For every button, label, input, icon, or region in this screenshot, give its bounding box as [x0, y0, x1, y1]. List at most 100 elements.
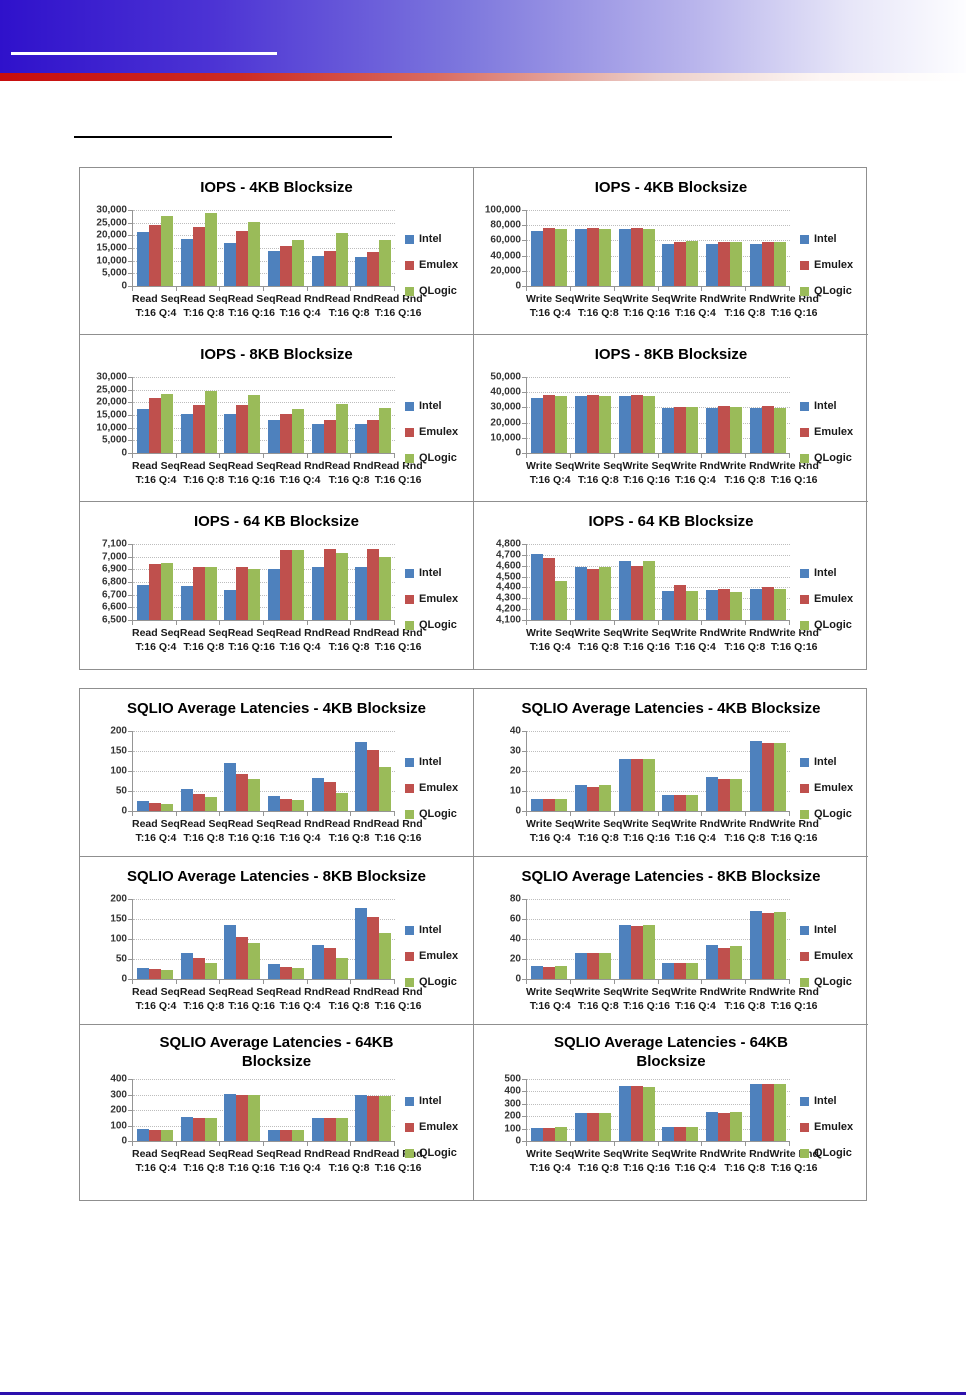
x-category-line1: Read Seq — [227, 986, 276, 998]
y-tick-label: 200 — [110, 1104, 127, 1116]
bar-group — [351, 210, 395, 286]
gridline — [133, 261, 395, 262]
x-axis-labels: Read Seq T:16 Q:4 Read Seq T:16 Q:8 Read Seq… — [132, 459, 423, 487]
legend-item: Intel — [800, 756, 868, 768]
legend-label: Intel — [419, 233, 442, 245]
y-axis-tick — [522, 731, 527, 732]
x-category-line1: Write Rnd — [720, 1148, 770, 1160]
bar-qlogic — [204, 797, 217, 811]
bar-emulex — [148, 803, 161, 811]
x-category-label: Write Seq T:16 Q:4 — [526, 459, 574, 487]
bar-group — [220, 377, 264, 453]
gridline — [527, 598, 790, 599]
x-category-line2: T:16 Q:4 — [279, 1162, 321, 1174]
legend-item: Emulex — [405, 950, 473, 962]
x-category-line2: T:16 Q:4 — [135, 307, 177, 319]
y-axis: 0 20,000 40,000 60,000 80,000 100,000 — [474, 205, 526, 320]
gridline — [527, 407, 790, 408]
bar-emulex — [674, 407, 687, 453]
x-axis-tick — [701, 1141, 703, 1146]
bar-intel — [180, 789, 193, 811]
x-axis-tick — [613, 1141, 615, 1146]
bar-qlogic — [598, 785, 611, 811]
chart-title-line: IOPS - 64 KB Blocksize — [193, 513, 360, 530]
x-axis-tick — [263, 979, 264, 984]
y-axis-tick — [128, 939, 133, 940]
gridline — [133, 1110, 395, 1111]
bar-qlogic — [335, 553, 348, 620]
x-category-label: Read Rnd T:16 Q:16 — [374, 817, 423, 845]
x-category-line2: T:16 Q:4 — [135, 474, 177, 486]
y-axis-tick — [522, 1104, 527, 1105]
x-axis-tick — [175, 1141, 177, 1146]
x-category-label: Write Rnd T:16 Q:4 — [671, 1147, 720, 1175]
legend-swatch — [405, 453, 414, 463]
plot-column: Read Seq T:16 Q:4 Read Seq T:16 Q:8 Read Seq… — [128, 544, 423, 654]
y-tick-label: 6,600 — [101, 601, 127, 613]
x-axis-tick — [526, 620, 527, 625]
bar-intel — [180, 239, 193, 286]
legend-swatch — [800, 286, 809, 296]
y-tick-label: 30 — [509, 745, 521, 757]
x-category-label: Read Seq T:16 Q:8 — [180, 985, 228, 1013]
bar-qlogic — [248, 395, 261, 453]
x-axis-tick — [569, 979, 571, 984]
bar-intel — [750, 244, 763, 286]
gridline — [133, 731, 395, 732]
x-axis-tick — [219, 1141, 221, 1146]
x-category-label: Read Seq T:16 Q:4 — [132, 626, 180, 654]
gridline — [133, 223, 395, 224]
bar-emulex — [630, 1086, 643, 1141]
x-category-label: Read Seq T:16 Q:4 — [132, 817, 180, 845]
bar-group — [658, 544, 702, 620]
x-category-label: Write Seq T:16 Q:16 — [622, 626, 670, 654]
x-axis-labels: Read Seq T:16 Q:4 Read Seq T:16 Q:8 Read Seq… — [132, 292, 423, 320]
bar-emulex — [323, 948, 336, 979]
x-axis-tick — [526, 453, 527, 458]
gridline — [527, 919, 790, 920]
y-axis: 0 5,000 10,000 15,000 20,000 25,000 30,000 — [80, 372, 132, 487]
bar-group — [746, 544, 790, 620]
bar-qlogic — [248, 569, 261, 620]
bar-intel — [662, 1127, 675, 1141]
x-category-label: Write Rnd T:16 Q:16 — [769, 459, 818, 487]
x-axis-tick — [350, 286, 352, 291]
x-category-label: Read Seq T:16 Q:4 — [132, 292, 180, 320]
x-axis-tick — [789, 979, 790, 984]
x-axis-tick — [569, 620, 571, 625]
x-category-line1: Write Seq — [574, 627, 623, 639]
x-axis-tick — [219, 620, 221, 625]
chart-title: IOPS - 64 KB Blocksize — [80, 502, 473, 531]
y-tick-label: 100 — [110, 933, 127, 945]
legend-item: QLogic — [800, 1147, 868, 1159]
gridline — [133, 557, 395, 558]
bar-qlogic — [686, 1127, 699, 1141]
x-category-label: Write Seq T:16 Q:16 — [622, 459, 670, 487]
gridline — [527, 939, 790, 940]
x-category-label: Write Rnd T:16 Q:8 — [720, 459, 769, 487]
x-category-label: Write Seq T:16 Q:4 — [526, 985, 574, 1013]
x-category-label: Read Rnd T:16 Q:16 — [374, 459, 423, 487]
bar-qlogic — [686, 241, 699, 286]
bar-group — [702, 899, 746, 979]
x-category-label: Write Rnd T:16 Q:4 — [671, 292, 720, 320]
bar-qlogic — [204, 963, 217, 979]
legend-item: QLogic — [405, 619, 473, 631]
bar-group — [264, 731, 308, 811]
y-axis-tick — [128, 1079, 133, 1080]
bar-emulex — [586, 395, 599, 453]
legend-item: Intel — [800, 233, 868, 245]
bar-group — [746, 210, 790, 286]
y-tick-label: 0 — [121, 1135, 127, 1147]
legend-swatch — [800, 1122, 809, 1132]
bar-group — [177, 731, 221, 811]
bar-qlogic — [730, 242, 743, 286]
legend-label: Intel — [419, 400, 442, 412]
x-category-line2: T:16 Q:16 — [623, 307, 670, 319]
legend-item: QLogic — [405, 452, 473, 464]
y-tick-label: 0 — [121, 805, 127, 817]
y-tick-label: 30,000 — [96, 371, 127, 383]
y-tick-label: 0 — [121, 973, 127, 985]
bar-qlogic — [335, 958, 348, 979]
y-tick-label: 6,800 — [101, 576, 127, 588]
